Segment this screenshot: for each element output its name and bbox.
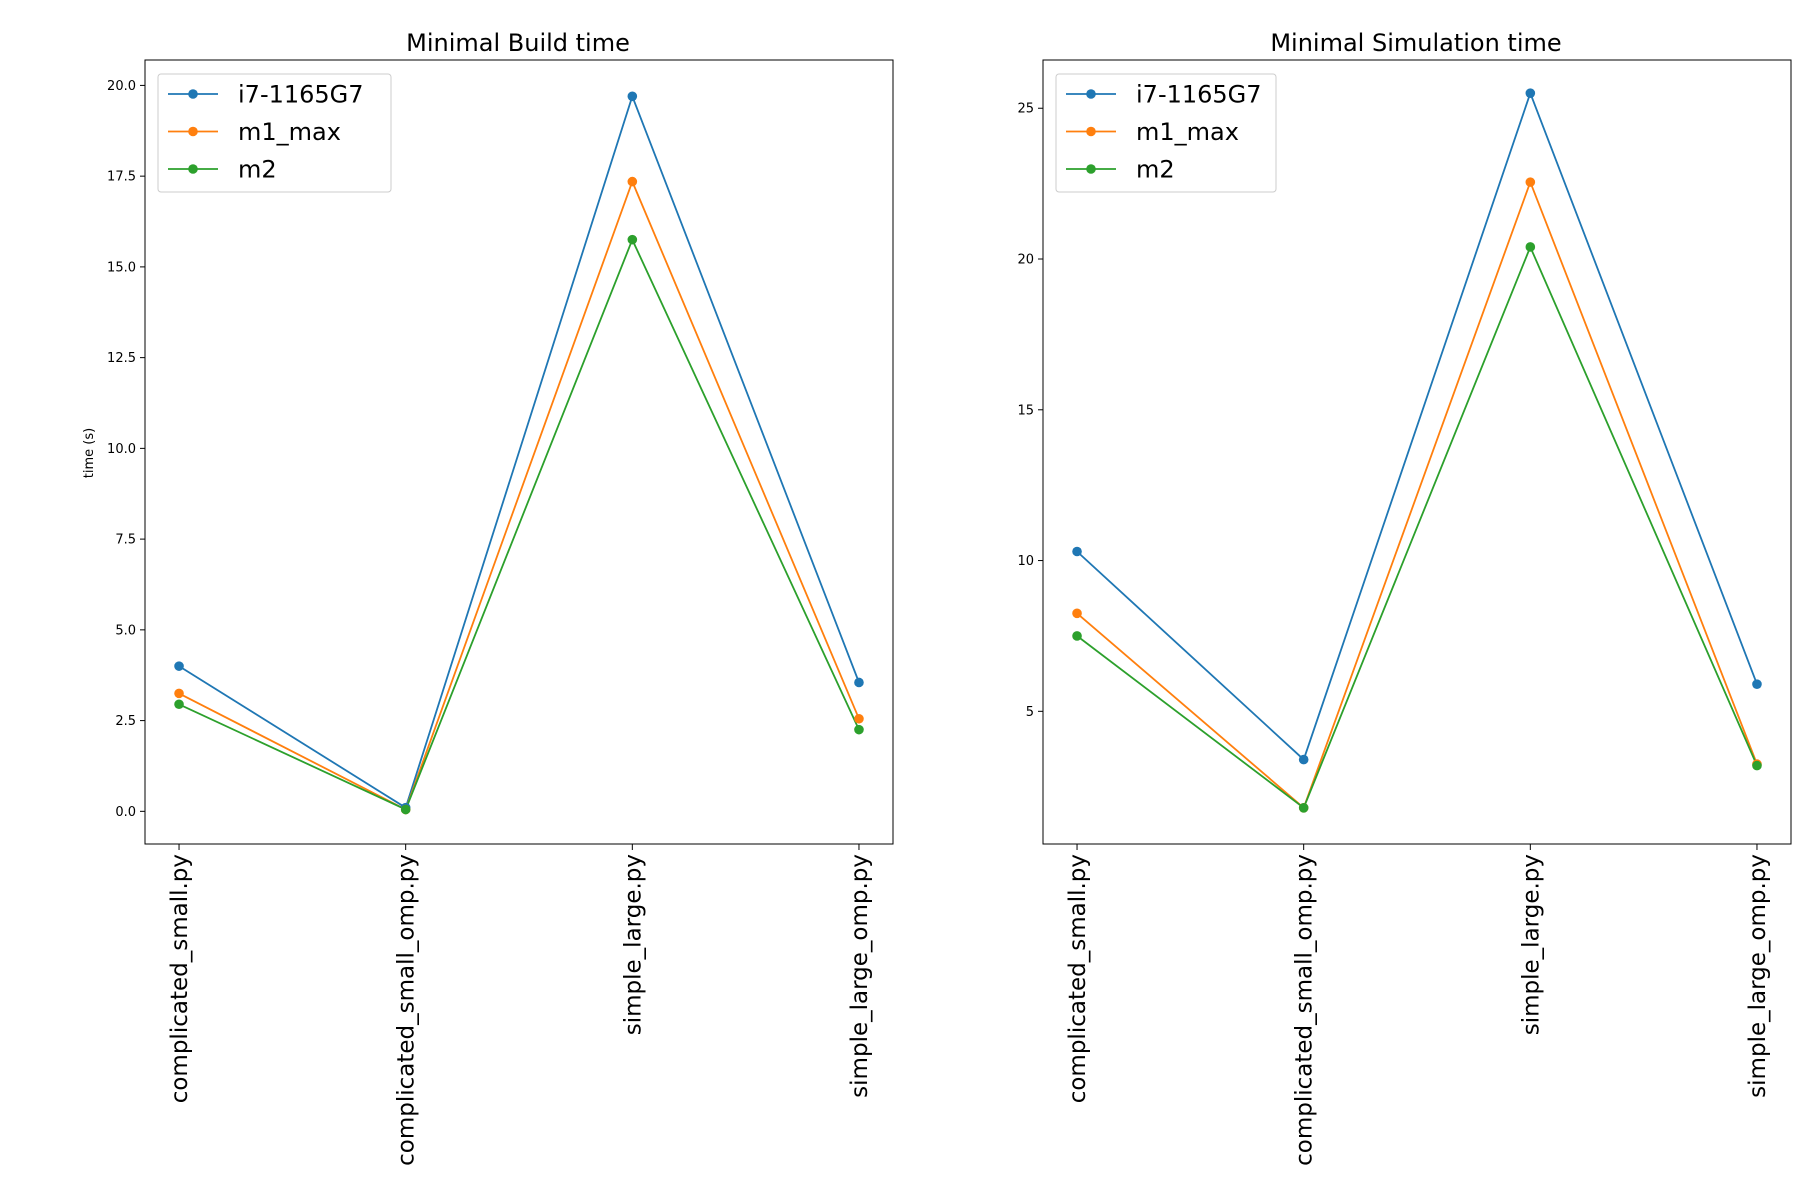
data-point-m2 (1298, 803, 1309, 813)
data-point-i7-1165G7 (627, 91, 638, 102)
y-axis-label: time (s) (82, 428, 97, 478)
y-tick-label: 10.0 (107, 442, 136, 457)
simulation-time-chart: Minimal Simulation time 5 10 15 20 25 complic… (1017, 29, 1792, 1166)
chart-title: Minimal Simulation time (1270, 29, 1561, 57)
data-point-m2 (854, 724, 864, 735)
legend-marker (1086, 89, 1096, 99)
y-tick-label: 0.0 (115, 805, 136, 820)
data-point-i7-1165G7 (1298, 754, 1309, 765)
data-point-m2 (1525, 242, 1536, 252)
plot-frame (144, 59, 894, 845)
series-line-m1_max (178, 179, 860, 811)
y-tick-label: 15.0 (107, 260, 136, 275)
y-tick-label: 15 (1017, 403, 1034, 418)
series-line-i7-1165G7 (1076, 90, 1758, 762)
x-tick-label: complicated_small.py (167, 854, 193, 1103)
x-tick-label: complicated_small_omp.py (394, 854, 420, 1166)
data-point-m2 (1752, 760, 1762, 771)
data-point-m2 (174, 699, 184, 710)
x-tick-label: simple_large.py (620, 854, 646, 1035)
plot-frame (1042, 59, 1792, 845)
data-point-m1_max (1525, 177, 1536, 187)
legend-marker (1086, 164, 1096, 174)
y-tick-label: 20.0 (107, 79, 136, 94)
legend-label: m1_max (238, 118, 341, 146)
legend-marker (1086, 126, 1096, 137)
y-tick-label: 7.5 (115, 533, 136, 548)
legend-label: i7-1165G7 (238, 81, 364, 109)
y-tick-label: 5.0 (115, 623, 136, 638)
y-tick-label: 25 (1017, 102, 1034, 117)
y-tick-label: 5 (1026, 705, 1034, 720)
chart-title: Minimal Build time (406, 29, 630, 57)
data-point-m1_max (627, 176, 638, 187)
data-point-m2 (1072, 631, 1082, 641)
data-point-i7-1165G7 (1072, 546, 1082, 557)
data-point-m1_max (854, 713, 864, 724)
x-tick-label: simple_large.py (1518, 854, 1544, 1035)
x-tick-label: complicated_small.py (1065, 854, 1091, 1103)
data-point-m1_max (174, 688, 184, 699)
legend-label: m1_max (1136, 118, 1239, 146)
legend-box (157, 73, 392, 193)
legend-marker (188, 89, 198, 99)
legend-box (1055, 73, 1277, 193)
data-point-i7-1165G7 (1752, 679, 1762, 689)
data-point-i7-1165G7 (174, 661, 184, 671)
legend-label: i7-1165G7 (1136, 81, 1262, 109)
series-line-m2 (178, 237, 860, 811)
series-line-i7-1165G7 (178, 93, 860, 810)
data-point-m1_max (1072, 608, 1082, 619)
legend-marker (188, 164, 198, 174)
y-tick-label: 12.5 (107, 351, 136, 366)
series-line-m2 (1076, 244, 1758, 810)
y-tick-label: 2.5 (115, 714, 136, 729)
legend-marker (188, 126, 198, 137)
x-tick-label: complicated_small_omp.py (1292, 854, 1318, 1166)
y-tick-label: 10 (1017, 554, 1034, 569)
data-point-i7-1165G7 (1525, 88, 1536, 98)
y-tick-label: 17.5 (107, 170, 136, 185)
data-point-i7-1165G7 (854, 677, 864, 688)
legend-label: m2 (1136, 156, 1175, 184)
build-time-chart: Minimal Build time time (s) 0.0 2.5 5.0 7.5… (82, 29, 894, 1166)
data-point-m2 (400, 804, 411, 815)
x-tick-label: simple_large_omp.py (1745, 854, 1771, 1098)
legend-label: m2 (238, 156, 277, 184)
y-tick-label: 20 (1017, 253, 1034, 268)
data-point-m2 (627, 234, 638, 245)
x-tick-label: simple_large_omp.py (847, 854, 873, 1098)
series-line-m1_max (1076, 179, 1758, 810)
